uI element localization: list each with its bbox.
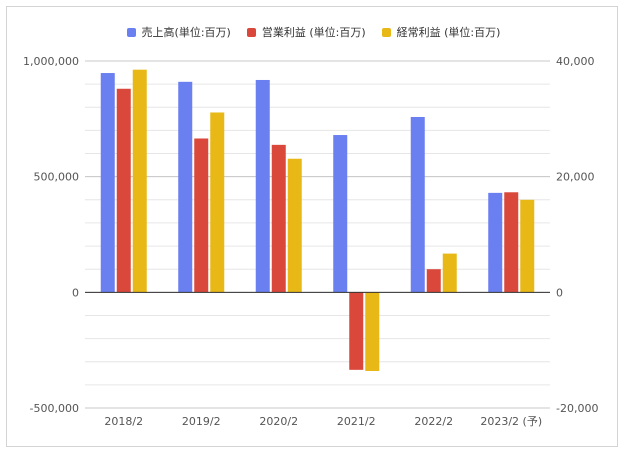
legend-item: 経常利益 (単位:百万): [381, 24, 501, 40]
x-tick-label: 2019/2: [182, 415, 221, 428]
bar: [349, 292, 364, 370]
bar: [504, 192, 519, 293]
legend-label: 売上高(単位:百万): [141, 26, 231, 39]
legend-label: 経常利益 (単位:百万): [396, 26, 501, 39]
x-tick-label: 2018/2: [104, 415, 143, 428]
x-tick-label: 2023/2 (予): [480, 415, 542, 428]
y-left-tick-label: 0: [72, 286, 79, 299]
y-left-tick-label: 1,000,000: [23, 55, 79, 68]
bar: [178, 81, 193, 293]
legend-item: 売上高(単位:百万): [126, 24, 231, 40]
y-left-tick-label: -500,000: [30, 402, 79, 415]
bar: [520, 199, 535, 293]
bar: [365, 292, 380, 371]
x-tick-label: 2021/2: [337, 415, 376, 428]
x-tick-label: 2020/2: [259, 415, 298, 428]
bar: [333, 135, 348, 293]
bar: [410, 116, 425, 293]
chart-legend: 売上高(単位:百万) 営業利益 (単位:百万) 経常利益 (単位:百万): [0, 24, 627, 40]
y-right-tick-label: -20,000: [556, 402, 598, 415]
bar: [426, 269, 441, 293]
legend-swatch: [246, 27, 256, 37]
bar: [255, 79, 270, 293]
legend-label: 営業利益 (単位:百万): [261, 26, 366, 39]
y-right-tick-label: 40,000: [556, 55, 595, 68]
bar: [116, 88, 131, 293]
bar: [488, 192, 503, 293]
x-tick-label: 2022/2: [414, 415, 453, 428]
bar: [287, 158, 302, 293]
legend-swatch: [126, 27, 136, 37]
bar: [442, 253, 457, 293]
y-right-tick-label: 20,000: [556, 171, 595, 184]
bar: [210, 112, 225, 293]
y-left-tick-label: 500,000: [34, 171, 80, 184]
legend-swatch: [381, 27, 391, 37]
y-right-tick-label: 0: [556, 286, 563, 299]
legend-item: 営業利益 (単位:百万): [246, 24, 366, 40]
bar: [100, 73, 115, 293]
bar: [132, 69, 147, 293]
bar: [271, 144, 286, 293]
bar: [194, 138, 209, 293]
